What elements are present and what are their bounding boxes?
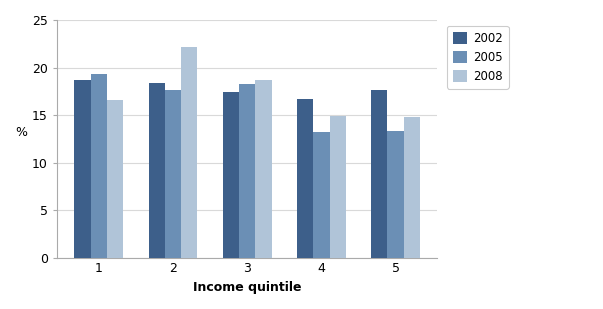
Bar <box>148 83 165 258</box>
Bar <box>107 100 123 258</box>
Bar <box>256 80 272 258</box>
Bar <box>371 90 388 258</box>
Bar <box>239 84 256 258</box>
Bar <box>165 90 181 258</box>
Y-axis label: %: % <box>15 126 27 139</box>
Bar <box>330 116 346 258</box>
Bar <box>297 99 313 258</box>
X-axis label: Income quintile: Income quintile <box>193 281 302 294</box>
Bar <box>404 117 420 258</box>
Bar <box>74 80 90 258</box>
Bar <box>313 132 330 258</box>
Legend: 2002, 2005, 2008: 2002, 2005, 2008 <box>447 26 509 89</box>
Bar <box>223 92 239 258</box>
Bar <box>90 74 107 258</box>
Bar <box>181 47 198 258</box>
Bar <box>388 131 404 258</box>
